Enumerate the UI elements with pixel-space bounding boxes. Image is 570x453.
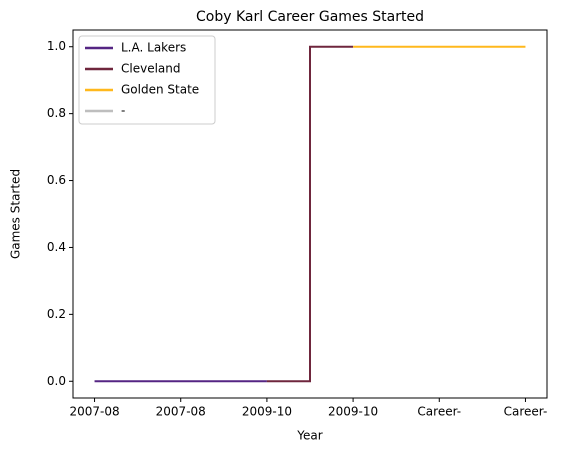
x-tick-label: 2007-08: [69, 405, 119, 419]
x-tick-label: 2007-08: [156, 405, 206, 419]
legend-label: -: [121, 104, 125, 118]
y-tick-label: 0.4: [47, 240, 66, 254]
legend-label: Golden State: [121, 83, 199, 97]
series-line: [266, 45, 354, 383]
y-axis-label: Games Started: [9, 169, 23, 259]
legend-label: Cleveland: [121, 62, 181, 76]
x-axis-label: Year: [296, 429, 322, 443]
y-tick-label: 0.0: [47, 374, 66, 388]
y-tick-label: 0.8: [47, 106, 66, 120]
x-tick-label: 2009-10: [242, 405, 292, 419]
x-tick-label: Career-: [504, 405, 548, 419]
legend-label: L.A. Lakers: [121, 41, 186, 55]
x-tick-label: Career-: [417, 405, 461, 419]
chart-title: Coby Karl Career Games Started: [196, 9, 424, 25]
y-tick-label: 0.6: [47, 173, 66, 187]
y-tick-label: 0.2: [47, 307, 66, 321]
x-tick-label: 2009-10: [328, 405, 378, 419]
plot-frame: [72, 29, 548, 399]
y-tick-label: 1.0: [47, 39, 66, 53]
legend-box: [78, 35, 216, 125]
